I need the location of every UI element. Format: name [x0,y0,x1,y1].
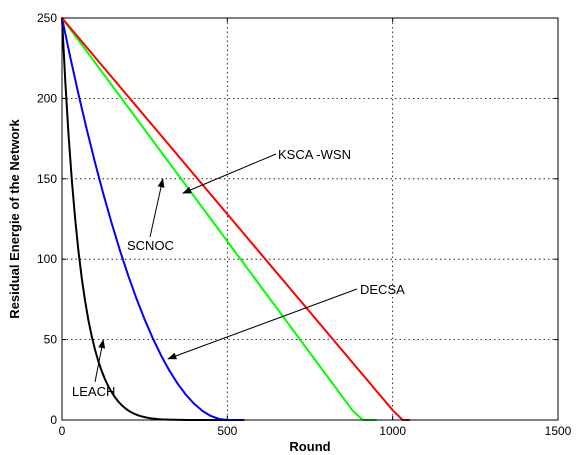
y-axis-label: Residual Energie of the Network [7,119,22,319]
x-tick-label: 500 [217,424,237,438]
y-tick-label: 100 [37,252,57,266]
plot-background [62,18,558,420]
annotation-arrow-scnoc [149,178,165,238]
annotation-arrow-leach [94,339,106,383]
grid [62,18,558,420]
x-axis-label: Round [289,439,330,454]
annotation-label-ksca-wsn: KSCA -WSN [278,147,351,162]
y-tick-label: 250 [37,11,57,25]
series-line-decsa [61,17,378,421]
annotation-label-scnoc: SCNOC [127,238,174,253]
series-line-scnoc [61,17,245,421]
annotation-arrow-decsa [167,288,358,360]
plot-frame [61,17,559,421]
y-tick-label: 150 [37,172,57,186]
annotation-label-leach: LEACH [72,384,115,399]
x-tick-label: 1500 [545,424,572,438]
y-tick-label: 50 [44,333,58,347]
annotation-arrow-ksca-wsn [182,153,277,194]
ticks: 0 500 1000 1500 0 50 100 150 200 250 [37,11,572,438]
series-line-ksca-wsn [61,17,411,421]
x-tick-label: 1000 [379,424,406,438]
annotations: KSCA -WSN SCNOC DECSA LEACH [72,147,405,399]
y-tick-label: 0 [50,413,57,427]
annotation-label-decsa: DECSA [360,282,405,297]
y-tick-label: 200 [37,91,57,105]
x-tick-label: 0 [59,424,66,438]
